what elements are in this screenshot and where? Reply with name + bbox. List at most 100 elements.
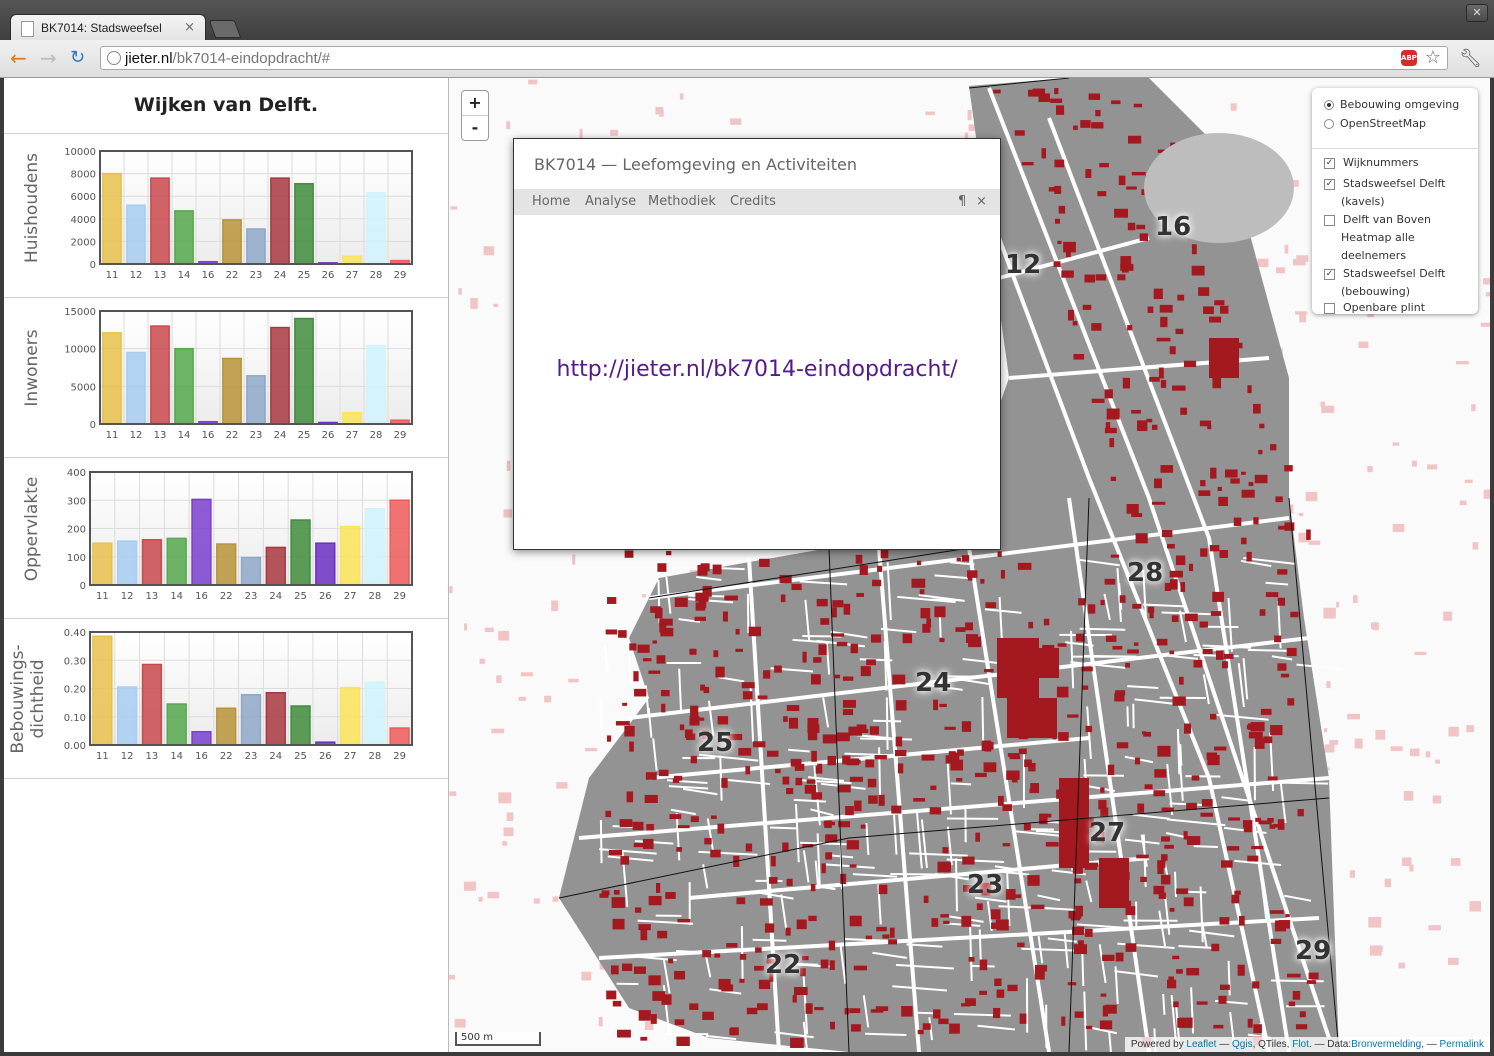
bar-14[interactable] — [174, 210, 194, 265]
bar-22[interactable] — [216, 543, 237, 586]
nav-credits[interactable]: Credits — [730, 194, 776, 209]
bar-12[interactable] — [116, 540, 138, 586]
overlay-plint[interactable]: Openbare plint — [1324, 301, 1425, 314]
bar-24[interactable] — [270, 326, 290, 425]
bar-11[interactable] — [102, 172, 122, 265]
address-bar[interactable]: jieter.nl/bk7014-eindopdracht/# ABP ☆ — [100, 46, 1448, 70]
wrench-icon[interactable]: 🔧︎ — [1459, 48, 1482, 69]
bar-27[interactable] — [339, 686, 361, 746]
wijk-label-16[interactable]: 16 — [1155, 212, 1192, 242]
bar-28[interactable] — [366, 344, 386, 425]
base-layer-bebouwing[interactable]: Bebouwing omgeving — [1324, 98, 1459, 111]
checkbox-checked[interactable]: ✓ — [1324, 178, 1335, 190]
radio-unselected[interactable] — [1324, 119, 1334, 129]
bar-24[interactable] — [265, 546, 286, 586]
wijk-label-28[interactable]: 28 — [1127, 558, 1164, 588]
street — [830, 630, 868, 639]
bar-25[interactable] — [294, 183, 314, 265]
checkbox-checked[interactable]: ✓ — [1324, 268, 1335, 280]
bar-23[interactable] — [246, 228, 266, 265]
bar-12[interactable] — [116, 686, 138, 746]
bar-14[interactable] — [166, 703, 187, 746]
bar-22[interactable] — [222, 357, 242, 425]
zoom-out-button[interactable]: - — [462, 115, 488, 140]
bar-26[interactable] — [315, 542, 336, 586]
bar-12[interactable] — [126, 204, 146, 265]
bar-23[interactable] — [246, 375, 266, 425]
popup-close-icon[interactable]: × — [976, 194, 987, 209]
flot-link[interactable]: Flot — [1292, 1039, 1309, 1050]
bar-16[interactable] — [191, 498, 212, 586]
overlay-kavels[interactable]: ✓ Stadsweefsel Delft (kavels) — [1324, 177, 1446, 208]
zoom-in-button[interactable]: + — [468, 93, 482, 112]
bar-24[interactable] — [265, 691, 286, 746]
wijk-label-12[interactable]: 12 — [1005, 250, 1042, 280]
surrounding-building — [1432, 795, 1442, 804]
building — [979, 959, 988, 971]
tab-close-icon[interactable]: × — [184, 20, 195, 35]
overlay-wijknummers[interactable]: ✓ Wijknummers — [1324, 156, 1419, 169]
radio-selected[interactable] — [1324, 100, 1334, 110]
checkbox-checked[interactable]: ✓ — [1324, 157, 1335, 169]
overlay-bebouwing[interactable]: ✓ Stadsweefsel Delft (bebouwing) — [1324, 267, 1446, 298]
bar-29[interactable] — [389, 727, 410, 746]
bar-14[interactable] — [166, 537, 187, 586]
reload-icon[interactable]: ↻ — [70, 47, 86, 68]
wijk-label-25[interactable]: 25 — [697, 728, 734, 758]
wijk-label-24[interactable]: 24 — [915, 668, 952, 698]
wijk-label-23[interactable]: 23 — [967, 870, 1004, 900]
bar-16[interactable] — [191, 730, 212, 746]
building — [728, 733, 743, 741]
overlay-heatmap[interactable]: Delft van Boven Heatmap alle deelnemers — [1324, 211, 1471, 265]
bar-28[interactable] — [366, 192, 386, 265]
bar-22[interactable] — [216, 707, 237, 746]
base-layer-osm[interactable]: OpenStreetMap — [1324, 117, 1426, 130]
bar-13[interactable] — [141, 539, 163, 586]
bar-25[interactable] — [294, 317, 314, 425]
bar-13[interactable] — [150, 177, 170, 265]
new-tab-button[interactable] — [208, 20, 242, 38]
back-arrow-icon[interactable]: ← — [10, 46, 27, 70]
wijk-label-22[interactable]: 22 — [765, 950, 802, 980]
adblock-icon[interactable]: ABP — [1401, 50, 1417, 66]
bar-22[interactable] — [222, 219, 242, 265]
bar-11[interactable] — [92, 542, 113, 586]
bookmark-star-icon[interactable]: ☆ — [1424, 47, 1441, 68]
nav-methodiek[interactable]: Methodiek — [648, 194, 716, 209]
pilcrow-icon[interactable]: ¶ — [958, 194, 967, 209]
wijk-label-29[interactable]: 29 — [1295, 936, 1332, 966]
nav-home[interactable]: Home — [532, 194, 571, 209]
nav-analyse[interactable]: Analyse — [585, 194, 637, 209]
bronvermelding-link[interactable]: Bronvermelding — [1351, 1039, 1422, 1050]
bar-29[interactable] — [389, 499, 410, 586]
window-close-button[interactable]: ✕ — [1466, 4, 1488, 22]
bar-23[interactable] — [240, 693, 262, 746]
bar-27[interactable] — [342, 411, 362, 425]
bar-28[interactable] — [364, 507, 386, 586]
bar-27[interactable] — [339, 525, 361, 586]
bar-11[interactable] — [92, 635, 113, 746]
browser-tab[interactable]: BK7014: Stadsweefsel. × — [10, 14, 206, 42]
bar-12[interactable] — [126, 351, 146, 425]
bar-25[interactable] — [290, 705, 311, 746]
checkbox-unchecked[interactable] — [1324, 302, 1335, 314]
bar-25[interactable] — [290, 519, 311, 586]
bar-24[interactable] — [270, 177, 290, 265]
bar-13[interactable] — [150, 325, 170, 425]
forward-arrow-icon[interactable]: → — [40, 46, 57, 70]
bar-11[interactable] — [102, 332, 122, 425]
map[interactable]: + - 16 12 28 24 25 27 23 22 29 BK7014 — Leefomge… — [449, 78, 1490, 1052]
bar-27[interactable] — [342, 255, 362, 265]
bar-14[interactable] — [174, 347, 194, 425]
map-tiles[interactable] — [449, 78, 1490, 1052]
bar-13[interactable] — [141, 663, 163, 746]
leaflet-link[interactable]: Leaflet — [1186, 1039, 1217, 1050]
bar-28[interactable] — [364, 681, 386, 746]
wijk-label-27[interactable]: 27 — [1089, 818, 1126, 848]
checkbox-unchecked[interactable] — [1324, 214, 1335, 226]
project-link[interactable]: http://jieter.nl/bk7014-eindopdracht/ — [556, 357, 958, 382]
bar-23[interactable] — [240, 556, 262, 586]
permalink-link[interactable]: Permalink — [1439, 1039, 1484, 1050]
qgis-link[interactable]: Qgis — [1232, 1039, 1253, 1050]
url-text[interactable]: jieter.nl/bk7014-eindopdracht/# — [125, 50, 331, 67]
